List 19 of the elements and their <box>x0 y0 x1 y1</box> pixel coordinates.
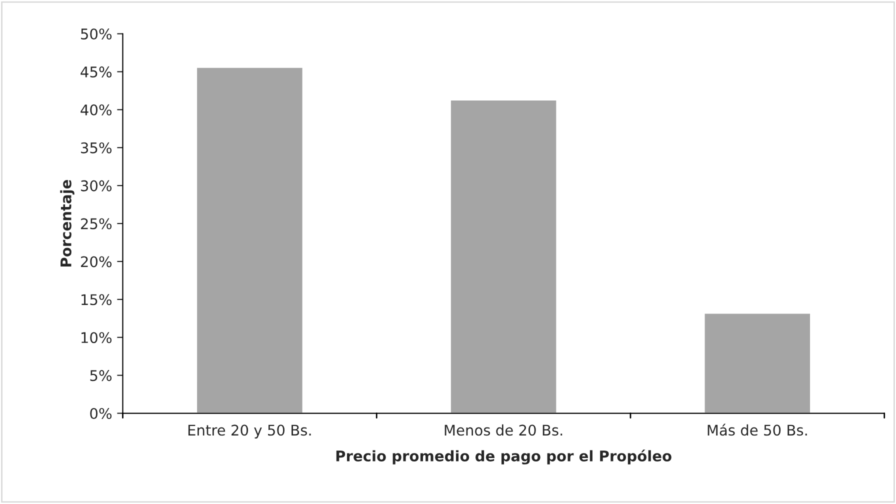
y-axis-title: Porcentaje <box>60 180 74 266</box>
y-tick-label: 20% <box>80 256 112 268</box>
bar <box>450 99 558 414</box>
bar <box>196 66 304 414</box>
y-tick-label: 10% <box>82 332 112 344</box>
y-tick-label: 0% <box>90 408 112 420</box>
y-tick-label: 45% <box>80 66 112 78</box>
x-axis-title: Precio promedio de pago por el Propóleo <box>336 450 672 464</box>
y-tick-label: 15% <box>82 294 112 306</box>
y-tick-label: 40% <box>80 104 112 116</box>
y-tick-label: 5% <box>90 370 112 382</box>
y-tick-label: 35% <box>81 142 112 154</box>
y-tick-label: 25% <box>80 218 112 230</box>
x-tick-label: Menos de 20 Bs. <box>444 424 562 436</box>
y-tick-label: 30% <box>81 180 112 192</box>
x-tick-label: Más de 50 Bs. <box>708 424 807 436</box>
bar <box>703 312 812 414</box>
x-tick-label: Entre 20 y 50 Bs. <box>188 424 311 439</box>
y-tick-label: 50% <box>81 28 112 40</box>
